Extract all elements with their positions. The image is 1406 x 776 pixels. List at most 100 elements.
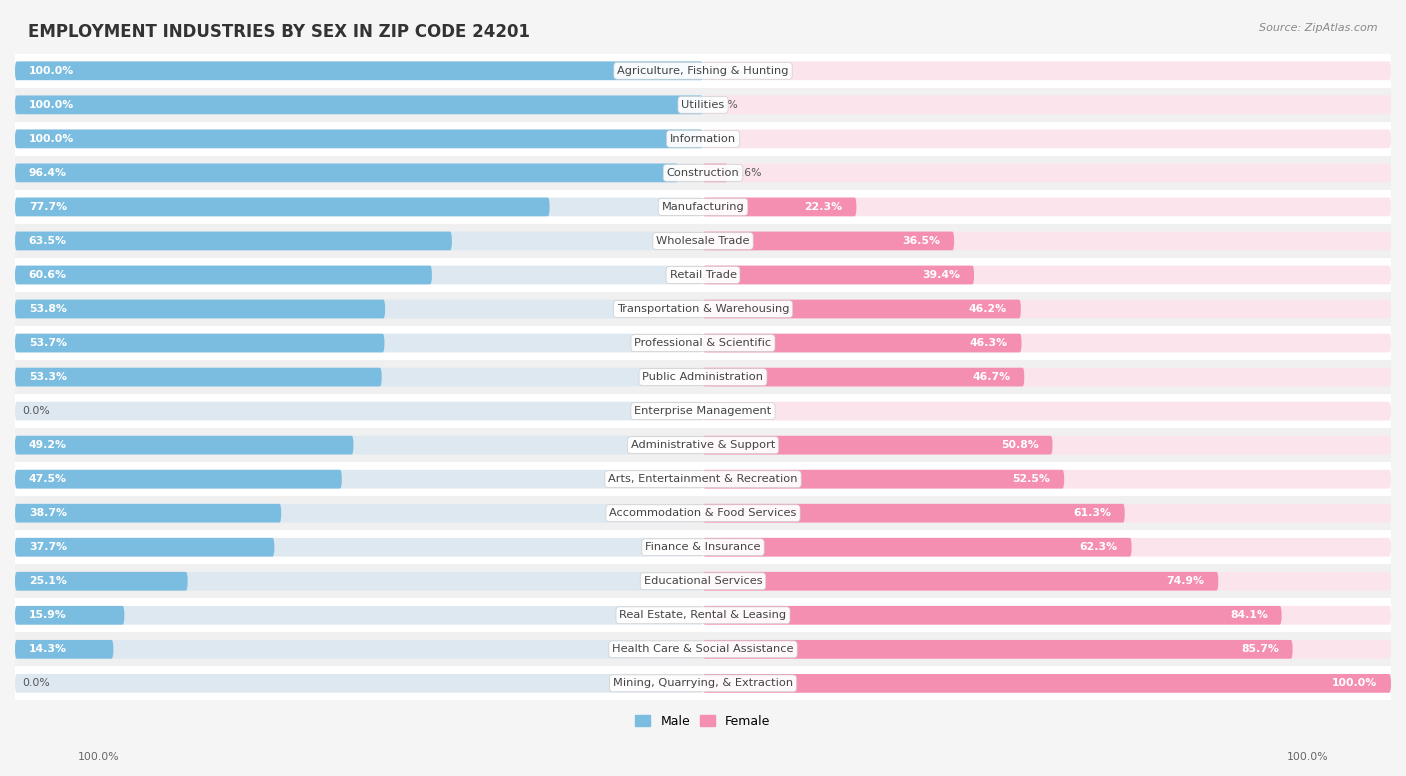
Text: Source: ZipAtlas.com: Source: ZipAtlas.com — [1260, 23, 1378, 33]
FancyBboxPatch shape — [703, 130, 1391, 148]
Bar — [15, 326, 1391, 360]
Text: Manufacturing: Manufacturing — [662, 202, 744, 212]
FancyBboxPatch shape — [703, 436, 1053, 455]
Bar — [15, 564, 1391, 598]
FancyBboxPatch shape — [15, 164, 703, 182]
FancyBboxPatch shape — [703, 469, 1391, 489]
FancyBboxPatch shape — [703, 368, 1025, 386]
Bar — [15, 632, 1391, 667]
FancyBboxPatch shape — [15, 265, 703, 284]
Text: 39.4%: 39.4% — [922, 270, 960, 280]
FancyBboxPatch shape — [15, 95, 703, 114]
FancyBboxPatch shape — [703, 469, 1064, 489]
Text: Public Administration: Public Administration — [643, 372, 763, 382]
Text: Utilities: Utilities — [682, 100, 724, 110]
Text: 46.3%: 46.3% — [970, 338, 1008, 348]
FancyBboxPatch shape — [703, 334, 1391, 352]
Bar — [15, 258, 1391, 292]
Text: 53.3%: 53.3% — [28, 372, 66, 382]
Text: 84.1%: 84.1% — [1230, 610, 1268, 620]
FancyBboxPatch shape — [703, 572, 1391, 591]
Text: 77.7%: 77.7% — [28, 202, 67, 212]
Text: 74.9%: 74.9% — [1167, 577, 1205, 586]
FancyBboxPatch shape — [703, 265, 1391, 284]
Text: Administrative & Support: Administrative & Support — [631, 440, 775, 450]
Text: 52.5%: 52.5% — [1012, 474, 1050, 484]
FancyBboxPatch shape — [703, 572, 1219, 591]
Text: 0.0%: 0.0% — [710, 134, 738, 144]
Text: 62.3%: 62.3% — [1080, 542, 1118, 553]
FancyBboxPatch shape — [15, 504, 281, 522]
Bar — [15, 54, 1391, 88]
Bar — [15, 530, 1391, 564]
Text: 49.2%: 49.2% — [28, 440, 66, 450]
FancyBboxPatch shape — [703, 606, 1282, 625]
FancyBboxPatch shape — [15, 164, 678, 182]
Text: Accommodation & Food Services: Accommodation & Food Services — [609, 508, 797, 518]
FancyBboxPatch shape — [703, 198, 856, 217]
Text: 61.3%: 61.3% — [1073, 508, 1111, 518]
FancyBboxPatch shape — [703, 61, 1391, 80]
FancyBboxPatch shape — [703, 504, 1391, 522]
Text: Mining, Quarrying, & Extraction: Mining, Quarrying, & Extraction — [613, 678, 793, 688]
Text: 63.5%: 63.5% — [28, 236, 66, 246]
Text: 100.0%: 100.0% — [77, 752, 120, 761]
Text: Enterprise Management: Enterprise Management — [634, 406, 772, 416]
FancyBboxPatch shape — [15, 606, 124, 625]
Text: 36.5%: 36.5% — [903, 236, 941, 246]
Text: Professional & Scientific: Professional & Scientific — [634, 338, 772, 348]
FancyBboxPatch shape — [15, 231, 451, 251]
Text: 53.7%: 53.7% — [28, 338, 66, 348]
Text: 22.3%: 22.3% — [804, 202, 842, 212]
Text: Construction: Construction — [666, 168, 740, 178]
Text: 0.0%: 0.0% — [22, 406, 49, 416]
Text: 85.7%: 85.7% — [1241, 644, 1279, 654]
FancyBboxPatch shape — [703, 334, 1022, 352]
FancyBboxPatch shape — [703, 231, 955, 251]
Text: 96.4%: 96.4% — [28, 168, 66, 178]
Text: 37.7%: 37.7% — [28, 542, 67, 553]
Bar — [15, 88, 1391, 122]
FancyBboxPatch shape — [703, 300, 1391, 318]
FancyBboxPatch shape — [703, 300, 1021, 318]
FancyBboxPatch shape — [703, 436, 1391, 455]
FancyBboxPatch shape — [15, 334, 384, 352]
FancyBboxPatch shape — [15, 130, 703, 148]
FancyBboxPatch shape — [703, 368, 1391, 386]
FancyBboxPatch shape — [15, 402, 703, 421]
FancyBboxPatch shape — [15, 469, 703, 489]
FancyBboxPatch shape — [703, 640, 1391, 659]
Bar — [15, 224, 1391, 258]
FancyBboxPatch shape — [703, 606, 1391, 625]
FancyBboxPatch shape — [15, 469, 342, 489]
FancyBboxPatch shape — [15, 572, 187, 591]
Text: 38.7%: 38.7% — [28, 508, 66, 518]
Bar — [15, 122, 1391, 156]
Text: 53.8%: 53.8% — [28, 304, 66, 314]
FancyBboxPatch shape — [703, 198, 1391, 217]
FancyBboxPatch shape — [15, 61, 703, 80]
Legend: Male, Female: Male, Female — [630, 710, 776, 733]
Bar — [15, 292, 1391, 326]
Bar — [15, 496, 1391, 530]
FancyBboxPatch shape — [15, 436, 703, 455]
Bar — [15, 667, 1391, 701]
Text: Finance & Insurance: Finance & Insurance — [645, 542, 761, 553]
Text: Retail Trade: Retail Trade — [669, 270, 737, 280]
FancyBboxPatch shape — [15, 504, 703, 522]
FancyBboxPatch shape — [703, 674, 1391, 693]
Text: 50.8%: 50.8% — [1001, 440, 1039, 450]
Text: 14.3%: 14.3% — [28, 644, 66, 654]
FancyBboxPatch shape — [15, 640, 703, 659]
Bar — [15, 428, 1391, 462]
FancyBboxPatch shape — [703, 538, 1132, 556]
Text: Educational Services: Educational Services — [644, 577, 762, 586]
FancyBboxPatch shape — [15, 265, 432, 284]
FancyBboxPatch shape — [15, 606, 703, 625]
Text: 15.9%: 15.9% — [28, 610, 66, 620]
Text: Information: Information — [669, 134, 737, 144]
FancyBboxPatch shape — [15, 368, 703, 386]
FancyBboxPatch shape — [703, 164, 728, 182]
Text: Real Estate, Rental & Leasing: Real Estate, Rental & Leasing — [620, 610, 786, 620]
FancyBboxPatch shape — [15, 61, 703, 80]
